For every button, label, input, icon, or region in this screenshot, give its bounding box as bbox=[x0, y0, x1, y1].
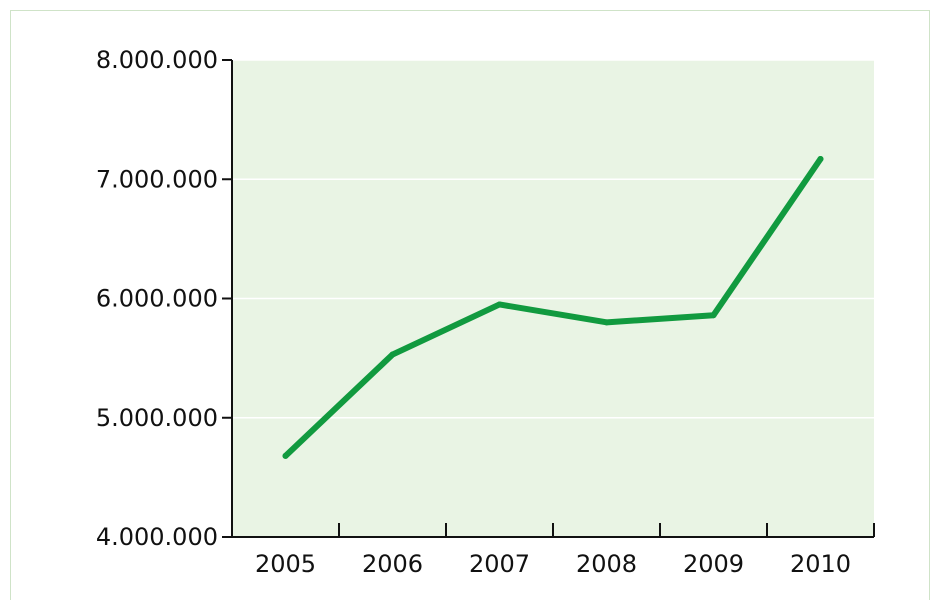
x-tick-label: 2009 bbox=[683, 550, 744, 578]
data-point bbox=[389, 351, 396, 358]
y-tick-label: 8.000.000 bbox=[96, 46, 218, 74]
series-line bbox=[282, 155, 824, 459]
y-tick-label: 5.000.000 bbox=[96, 404, 218, 432]
x-tick-label: 2008 bbox=[576, 550, 637, 578]
y-tick-label: 6.000.000 bbox=[96, 285, 218, 313]
gridlines bbox=[232, 59, 874, 419]
data-point bbox=[710, 312, 717, 319]
data-point bbox=[496, 301, 503, 308]
x-tick-label: 2005 bbox=[255, 550, 316, 578]
data-point bbox=[817, 155, 824, 162]
y-tick-label: 7.000.000 bbox=[96, 165, 218, 193]
x-tick-label: 2006 bbox=[362, 550, 423, 578]
y-axis-ticks: 4.000.000 5.000.000 6.000.000 7.000.000 8.00… bbox=[96, 46, 232, 551]
data-point bbox=[603, 319, 610, 326]
x-axis-ticks: 2005 2006 2007 2008 2009 2010 bbox=[255, 523, 875, 578]
data-point bbox=[282, 452, 289, 459]
x-tick-label: 2010 bbox=[790, 550, 851, 578]
chart-frame bbox=[10, 10, 930, 600]
series-group bbox=[282, 155, 824, 459]
x-tick-label: 2007 bbox=[469, 550, 530, 578]
y-tick-label: 4.000.000 bbox=[96, 523, 218, 551]
